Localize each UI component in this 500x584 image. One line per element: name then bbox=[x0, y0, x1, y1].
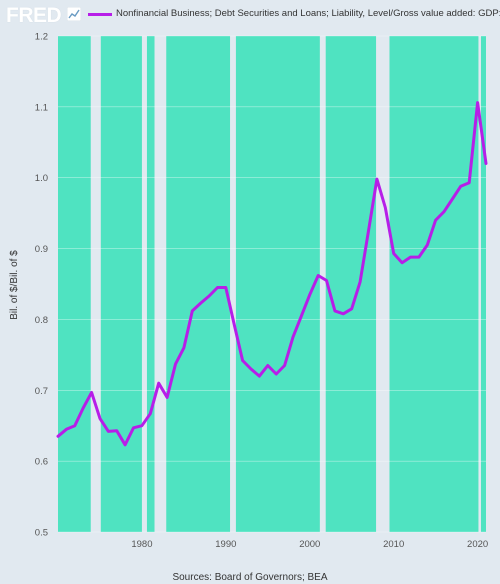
recession-band-2 bbox=[146, 36, 155, 532]
y-tick-label: 0.6 bbox=[35, 457, 48, 468]
y-axis-label: Bil. of $/Bil. of $ bbox=[9, 250, 20, 320]
y-tick-label: 0.7 bbox=[35, 386, 48, 397]
source-note: Sources: Board of Governors; BEA bbox=[172, 572, 328, 583]
recession-band-1 bbox=[100, 36, 142, 532]
legend-swatch bbox=[88, 13, 112, 16]
recession-band-6 bbox=[389, 36, 479, 532]
x-tick-label: 1990 bbox=[215, 539, 236, 550]
series-line-0 bbox=[56, 101, 488, 447]
chart-header: FRED Nonfinancial Business; Debt Securit… bbox=[0, 0, 500, 32]
y-tick-label: 0.8 bbox=[35, 315, 48, 326]
x-axis-ticks: 1980 1990 2000 2010 2020 bbox=[131, 539, 488, 550]
y-tick-label: 1.0 bbox=[35, 173, 48, 184]
line-chart-icon bbox=[67, 7, 81, 21]
recession-bands bbox=[58, 36, 486, 532]
recession-band-4 bbox=[235, 36, 320, 532]
recession-band-3 bbox=[166, 36, 231, 532]
legend-label: Nonfinancial Business; Debt Securities a… bbox=[116, 8, 500, 19]
recession-band-7 bbox=[480, 36, 486, 532]
y-tick-label: 0.5 bbox=[35, 528, 48, 539]
y-tick-label: 0.9 bbox=[35, 244, 48, 255]
fred-logo[interactable]: FRED bbox=[6, 4, 62, 27]
recession-band-0 bbox=[58, 36, 91, 532]
y-tick-label: 1.2 bbox=[35, 32, 48, 43]
x-tick-label: 2000 bbox=[299, 539, 320, 550]
x-tick-label: 2010 bbox=[383, 539, 404, 550]
y-tick-label: 1.1 bbox=[35, 102, 48, 113]
recession-band-5 bbox=[325, 36, 377, 532]
x-tick-label: 1980 bbox=[131, 539, 152, 550]
series-layer bbox=[56, 101, 488, 447]
gridlines bbox=[58, 35, 486, 533]
x-tick-label: 2020 bbox=[467, 539, 488, 550]
y-axis-ticks: 0.5 0.6 0.7 0.8 0.9 1.0 1.1 1.2 bbox=[35, 32, 48, 539]
